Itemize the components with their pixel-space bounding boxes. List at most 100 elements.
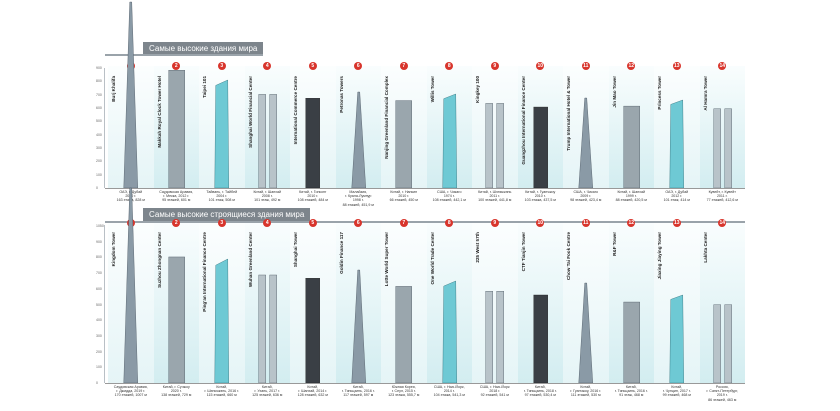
building-column: 12 Jin Mao Tower Китай, г. Шанхай 1999 г. 88… xyxy=(608,0,654,411)
caption-line: 2012 г. xyxy=(671,194,683,199)
building-caption: Кувейт, г. Кувейт 2011 г. 77 этажей, 412,6… xyxy=(700,190,746,203)
caption-line: 101 этаж, 508 м xyxy=(208,198,235,203)
axis-top xyxy=(104,68,105,188)
rank-badge: 12 xyxy=(627,62,636,70)
caption-line: г. Шэньчжэнь, 2016 г. xyxy=(204,389,239,394)
building-column: 12 R&F Tower Китай, г. Тяньцзинь, 2016 г. 91… xyxy=(608,0,655,411)
axis-tick-label: 600 xyxy=(96,286,102,291)
axis-tick-label: 0 xyxy=(96,381,98,385)
caption-line: Южная Корея, xyxy=(391,385,416,389)
caption-line: 101 этаж, 492 м xyxy=(254,198,281,203)
building-caption: Китай, г. Шэньчжэнь, 2016 г. 115 этажей, 6… xyxy=(199,385,245,398)
building-caption: Саудовская Аравия, г. Мекка, 2012 г. 95 эт… xyxy=(154,190,200,203)
building-illustration xyxy=(168,256,185,384)
caption-line: 1974 г. xyxy=(443,194,455,199)
rank-badge: 9 xyxy=(490,219,499,227)
building-caption: Китай, г. Сучжоу 2020 г. 138 этажей, 729 м xyxy=(154,385,200,398)
rank-badge: 5 xyxy=(308,219,317,227)
caption-line: Китай, xyxy=(261,385,273,389)
rank-badge: 7 xyxy=(399,62,408,70)
axis-tick-label: 800 xyxy=(96,255,102,260)
caption-line: 92 этажей, 541 м xyxy=(480,393,509,398)
building-name: Chow Tai Fook Centre xyxy=(566,232,571,281)
caption-line: 2014 г. xyxy=(443,389,455,394)
section-title-top: Самые высокие здания мира xyxy=(143,42,264,55)
caption-line: США, г. Нью-Йорк, xyxy=(433,385,465,389)
building-column: 7 Nanjing Greenland Financial Complex Кита… xyxy=(381,0,427,411)
building-caption: Малайзия, г. Куала-Лумпур 1998 г. 88 этажей… xyxy=(336,190,382,207)
axis-tick-label: 700 xyxy=(96,271,102,276)
caption-line: Китай, xyxy=(216,385,228,389)
rank-badge: 13 xyxy=(672,219,681,227)
column-background xyxy=(472,223,518,383)
building-name: Goldin Finance 117 xyxy=(338,232,344,274)
caption-line: 88 этажей, 451,9 м xyxy=(342,202,374,207)
caption-line: г. Джидда, 2019 г. xyxy=(116,389,146,394)
building-column: 4 Wuhan Greenland Center Китай, г. Ухань, 2… xyxy=(244,0,291,411)
axis-tick-label: 400 xyxy=(96,132,102,137)
building-column: 6 Petronas Towers Малайзия, г. Куала-Лумпур… xyxy=(335,0,382,411)
axis-tick-label: 200 xyxy=(96,159,102,164)
building-name: Shanghai Tower xyxy=(293,232,298,268)
caption-line: г. Санкт-Петербург, xyxy=(706,389,739,394)
axis-tick-label: 100 xyxy=(96,365,102,370)
building-name: 225 West 57th xyxy=(475,232,480,263)
caption-line: 2018 г. xyxy=(489,389,501,394)
column-background xyxy=(244,66,290,188)
caption-line: ОАЭ, г. Дубай xyxy=(665,190,689,194)
caption-line: г. Тяньцзинь, 2016 г. xyxy=(614,389,648,394)
caption-line: г. Куала-Лумпур xyxy=(345,194,372,199)
building-caption: Тайвань, г. Тайбей 2004 г. 101 этаж, 508 м xyxy=(199,190,245,203)
section-rule-top xyxy=(105,54,263,56)
caption-line: 125 этажей, 636 м xyxy=(252,393,283,398)
building-column: 13 Jiaxing Jiaying Tower Китай, г. Чунцин, … xyxy=(654,0,700,411)
caption-line: 1998 г. xyxy=(352,198,364,203)
caption-line: 101 этаж, 414 м xyxy=(663,198,690,203)
rank-badge: 2 xyxy=(172,62,181,70)
caption-line: 2009 г. xyxy=(580,194,592,199)
building-illustration xyxy=(485,103,504,189)
axis-tick-label: 100 xyxy=(96,172,102,177)
axis-tick-label: 600 xyxy=(96,106,102,110)
building-caption: Китай, г. Тяньцзинь, 2016 г. 91 этаж, 468 … xyxy=(609,385,655,398)
axis-tick-label: 200 xyxy=(96,349,102,354)
building-caption: Китай, г. Ухань, 2017 г. 125 этажей, 636 м xyxy=(245,385,291,398)
building-caption: Китай, г. Чунцин, 2017 г. 99 этажей, 468 м xyxy=(654,385,700,398)
rank-badge: 10 xyxy=(536,62,545,70)
caption-line: США, г. Чикаго xyxy=(573,190,598,194)
column-background xyxy=(699,223,745,383)
axis-tick-label: 400 xyxy=(96,318,102,323)
axis-tick-label: 1050 xyxy=(96,224,104,228)
building-illustration xyxy=(623,301,640,384)
caption-line: США, г. Чикаго xyxy=(437,190,462,194)
building-column: 10 Guangzhou International Finance Center… xyxy=(517,0,563,411)
axis-bottom xyxy=(104,225,105,383)
building-illustration xyxy=(578,282,593,384)
building-caption: Китай, г. Нанкин 2010 г. 66 этажей, 450 м xyxy=(381,190,427,203)
rank-badge: 2 xyxy=(172,219,181,227)
caption-line: 128 этажей, 632 м xyxy=(297,393,328,398)
axis-tick-label: 0 xyxy=(96,186,98,190)
axis-tick-label: 300 xyxy=(96,333,102,338)
rank-badge: 13 xyxy=(672,62,681,70)
building-name: Lakhta Center xyxy=(702,232,708,263)
building-caption: Китай, г. Тяньцзинь, 2016 г. 117 этажей, 5… xyxy=(336,385,382,398)
caption-line: Тайвань, г. Тайбей xyxy=(206,190,238,194)
caption-line: 103 этажа, 437,5 м xyxy=(524,198,556,203)
building-illustration xyxy=(214,258,229,384)
caption-line: 95 этажей, 601 м xyxy=(162,198,191,203)
rank-badge: 6 xyxy=(354,219,363,227)
caption-line: Китай, г. Нанкин xyxy=(390,190,418,194)
building-caption: Китай, г. Шанхай 2008 г. 101 этаж, 492 м xyxy=(245,190,291,203)
caption-line: 2010 г. xyxy=(398,194,410,199)
building-column: 13 Princess Tower ОАЭ, г. Дубай 2012 г. 101 … xyxy=(654,0,700,411)
rank-badge: 3 xyxy=(217,219,226,227)
caption-line: 104 этажа, 541,3 м xyxy=(433,393,465,398)
building-column: 3 Taipei 101 Тайвань, г. Тайбей 2004 г. 101 … xyxy=(199,0,245,411)
caption-line: Малайзия, xyxy=(349,190,368,194)
caption-line: г. Гуанчжоу, 2016 г. xyxy=(570,389,602,394)
building-column: 9 225 West 57th США, г. Нью-Йорк 2018 г. 92 … xyxy=(472,0,518,411)
building-caption: Китай, г. Гонконг 2010 г. 108 этажей, 484 … xyxy=(290,190,336,203)
